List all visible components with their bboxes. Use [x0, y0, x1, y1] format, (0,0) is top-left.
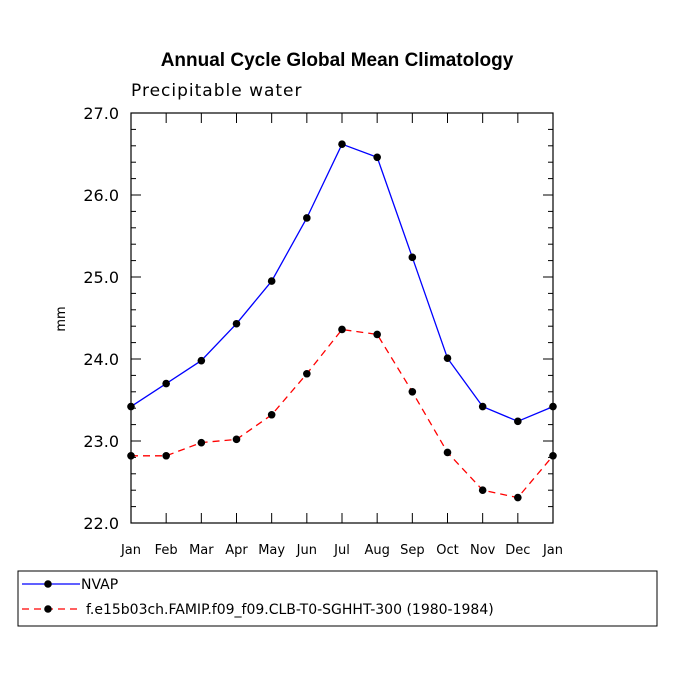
series-0-point — [408, 253, 417, 262]
series-0-point — [267, 277, 276, 285]
series-1-point — [338, 325, 346, 334]
series-0-point — [373, 153, 381, 162]
x-tick-label: Oct — [436, 543, 458, 558]
series-0-point — [303, 214, 311, 222]
y-tick-label: 27.0 — [83, 104, 119, 123]
series-1-point — [443, 448, 452, 457]
y-tick-label: 22.0 — [83, 514, 119, 533]
legend-label-model: f.e15b03ch.FAMIP.f09_f09.CLB-T0-SGHHT-30… — [86, 602, 494, 618]
x-tick-label: Jan — [120, 543, 141, 558]
legend-label-nvap: NVAP — [81, 577, 118, 593]
x-tick-label: Feb — [155, 543, 178, 558]
series-0-point — [127, 402, 135, 411]
series-0-point — [338, 140, 346, 148]
y-tick-label: 23.0 — [83, 432, 119, 451]
series-line-0 — [130, 143, 554, 423]
series-0-point — [478, 402, 487, 411]
x-tick-label: Dec — [505, 543, 530, 558]
series-0-point — [549, 402, 557, 411]
x-tick-label: May — [258, 543, 285, 558]
x-tick-label: Jun — [296, 543, 317, 558]
x-tick-label: Mar — [189, 543, 214, 558]
x-tick-label: Jul — [333, 543, 350, 558]
x-tick-label: Aug — [364, 543, 389, 558]
series-1-point — [127, 451, 135, 460]
legend-marker-nvap — [44, 580, 52, 588]
series-0-point — [443, 354, 452, 362]
series-1-point — [478, 486, 487, 495]
plot-frame — [130, 112, 554, 524]
series-0-point — [162, 379, 170, 388]
series-0-point — [514, 417, 522, 426]
y-tick-label: 26.0 — [83, 186, 119, 205]
series-1-point — [232, 435, 241, 444]
y-tick-label: 25.0 — [83, 268, 119, 287]
x-tick-label: Jan — [542, 543, 563, 558]
series-0-point — [232, 319, 241, 328]
series-1-point — [373, 330, 381, 339]
series-1-point — [549, 451, 557, 460]
series-1-point — [197, 438, 206, 447]
series-layer — [127, 140, 557, 502]
series-1-point — [162, 451, 170, 460]
axes: 22.0 23.0 24.0 25.0 26.0 27.0 Jan Feb Mar Apr May J… — [83, 104, 563, 558]
x-tick-label: Sep — [400, 543, 425, 558]
series-1-point — [303, 369, 311, 378]
series-line-1 — [131, 328, 554, 499]
y-axis-label: mm — [54, 306, 69, 331]
series-1-point — [514, 493, 522, 502]
legend-box — [17, 570, 658, 627]
y-tick-label: 24.0 — [83, 350, 119, 369]
x-tick-label: Nov — [470, 543, 496, 558]
series-0-point — [197, 356, 206, 365]
series-1-point — [267, 410, 276, 419]
chart-subtitle: Precipitable water — [131, 81, 303, 101]
legend-marker-model — [44, 605, 52, 613]
x-tick-label: Apr — [225, 543, 248, 558]
series-1-point — [408, 388, 417, 396]
chart-title: Annual Cycle Global Mean Climatology — [161, 50, 514, 71]
